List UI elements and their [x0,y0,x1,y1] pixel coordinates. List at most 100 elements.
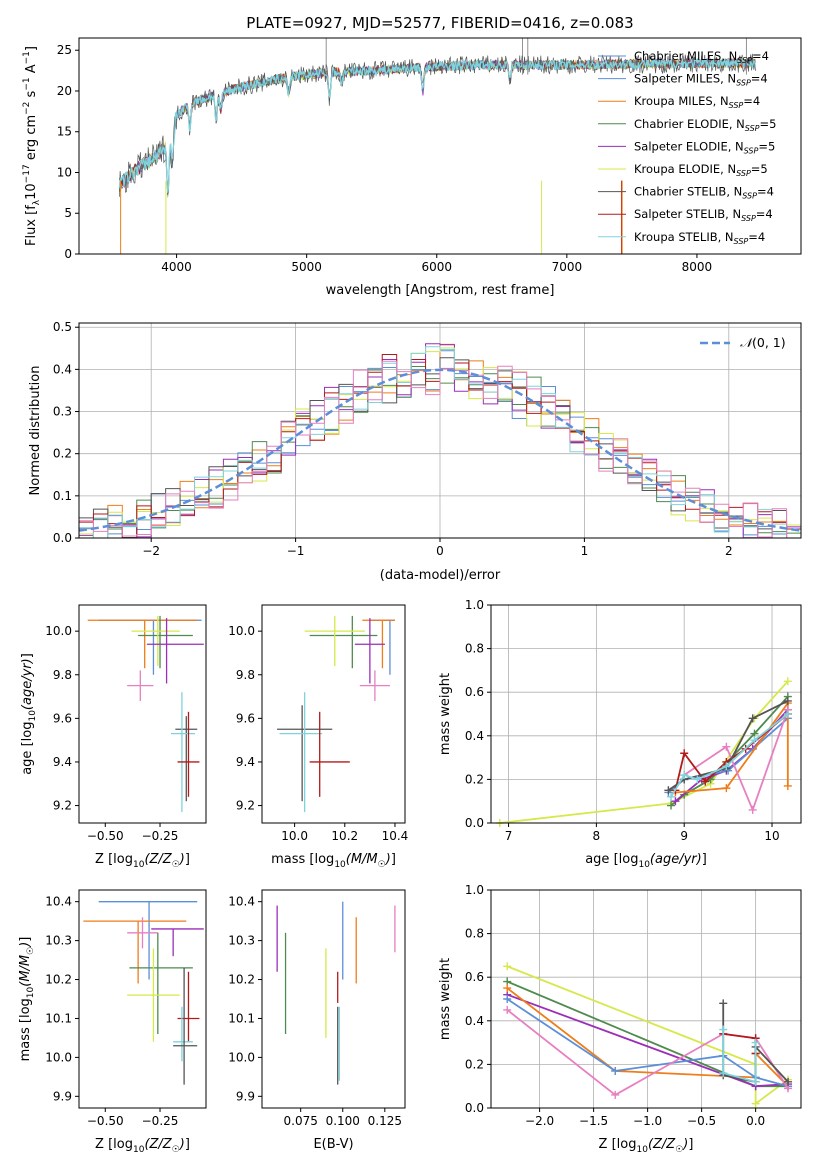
age_vs_mass-frame [261,604,406,824]
spectrum-lines [118,38,757,254]
y-tick-label: 10 [57,165,72,179]
legend-label: Salpeter ELODIE, NSSP=5 [634,139,775,155]
y-tick-label: 0.1 [53,489,72,503]
legend-label: Chabrier MILES, NSSP=4 [634,49,769,65]
x-tick-label: 10 [764,829,779,843]
y-tick-label: 20 [57,84,72,98]
mass_vs_ebv-axes: 0.075 0.100 0.125 9.9 10.0 10.1 10.2 10.3 10.4 E(… [228,895,402,1152]
y-tick-label: 10.1 [228,1011,255,1025]
x-tick-label: −0.50 [87,1114,124,1128]
y-tick-label: 9.9 [53,1089,72,1103]
series-marker [751,1077,760,1086]
y-tick-label: 1.0 [465,598,484,612]
age_vs_mass-points [277,615,395,813]
mass_vs_ebv-points [276,901,396,1085]
series-marker [611,1090,620,1099]
x-tick-label: 10.0 [281,829,308,843]
y-axis-label: mass weight [438,673,453,755]
series-marker [783,677,792,686]
series-marker [503,984,512,993]
weight_vs_age-series [495,677,792,827]
y-tick-label: 0 [64,247,72,261]
series-line-salpeter_stelib [723,1032,757,1054]
y-tick-label: 0.2 [53,447,72,461]
legend-label: Salpeter STELIB, NSSP=4 [634,207,773,223]
series-marker [751,1099,760,1108]
x-tick-label: −0.5 [687,1114,716,1128]
mass_vs_ebv-frame [261,889,406,1109]
series-marker [784,1077,793,1086]
x-axis-label: wavelength [Angstrom, rest frame] [326,283,555,298]
series-marker [719,1069,728,1078]
legend-label: Chabrier STELIB, NSSP=4 [634,185,774,201]
x-tick-label: −1 [287,544,305,558]
series-marker [722,762,731,771]
figure-title: PLATE=0927, MJD=52577, FIBERID=0416, z=0… [246,14,633,32]
series-marker [750,736,759,745]
legend-label: Chabrier ELODIE, NSSP=5 [634,117,776,133]
series-marker [680,771,689,780]
age_vs_mass-axes: 10.0 10.2 10.4 9.2 9.4 9.6 9.8 10.0 mass [log10(… [228,624,408,870]
series-marker [611,1066,620,1075]
x-axis-label: (data-model)/error [380,568,501,583]
y-tick-label: 10.0 [45,624,72,638]
y-tick-label: 9.8 [53,668,72,682]
y-tick-label: 9.2 [53,799,72,813]
x-tick-label: 0.0 [746,1114,765,1128]
x-tick-label: −0.50 [87,829,124,843]
mass_vs_z-frame [78,889,207,1109]
y-tick-label: 10.3 [228,934,255,948]
series-marker [719,999,728,1008]
y-tick-label: 0.2 [465,1057,484,1071]
series-marker [722,742,731,751]
x-tick-label: −2.0 [525,1114,554,1128]
y-axis-label: Normed distribution [28,366,43,496]
y-tick-label: 10.0 [45,1050,72,1064]
y-tick-label: 9.6 [53,711,72,725]
y-tick-label: 0.8 [465,927,484,941]
legend-label: 𝒩(0, 1) [740,335,786,350]
y-tick-label: 10.2 [228,973,255,987]
y-tick-label: 10.2 [45,973,72,987]
series-marker [783,696,792,705]
series-marker [748,714,757,723]
y-tick-label: 15 [57,125,72,139]
x-axis-label: Z [log10(Z/Z☉)] [95,852,190,870]
y-tick-label: 25 [57,43,72,57]
series-marker [722,784,731,793]
weight_vs_z-frame [490,889,802,1109]
series-line-kroupa_elodie [499,680,789,824]
x-tick-label: −1.0 [633,1114,662,1128]
series-line-kroupa_miles [675,700,789,794]
series-line-pink [683,709,789,813]
series-marker [783,710,792,718]
x-tick-label: 0 [436,544,444,558]
weight_vs_age-frame [490,604,802,824]
y-tick-label: 10.1 [45,1011,72,1025]
y-tick-label: 0.0 [465,1101,484,1115]
y-tick-label: 0.2 [465,772,484,786]
y-tick-label: 5 [64,206,72,220]
y-axis-label: mass [log10(M/M☉)] [18,937,36,1062]
series-marker [680,749,689,758]
spectrum-frame [78,37,802,255]
y-tick-label: 10.0 [228,624,255,638]
y-tick-label: 1.0 [465,883,484,897]
series-marker [503,995,512,1003]
series-marker [667,801,676,810]
legend-label: Kroupa STELIB, NSSP=4 [634,230,765,246]
gaussian-curve [79,368,801,532]
histograms [79,343,801,538]
x-tick-label: −2 [142,544,160,558]
y-tick-label: 0.3 [53,405,72,419]
y-tick-label: 0.0 [465,816,484,830]
x-tick-label: 1 [581,544,589,558]
y-tick-label: 0.4 [53,362,72,376]
y-tick-label: 0.5 [53,320,72,334]
series-marker [751,1038,760,1047]
x-tick-label: 0.125 [368,1114,402,1128]
mass_vs_z-axes: −0.50 −0.25 9.9 10.0 10.1 10.2 10.3 10.4 Z [log1… [18,895,190,1155]
y-tick-label: 9.9 [236,1089,255,1103]
legend-label: Kroupa ELODIE, NSSP=5 [634,162,768,178]
